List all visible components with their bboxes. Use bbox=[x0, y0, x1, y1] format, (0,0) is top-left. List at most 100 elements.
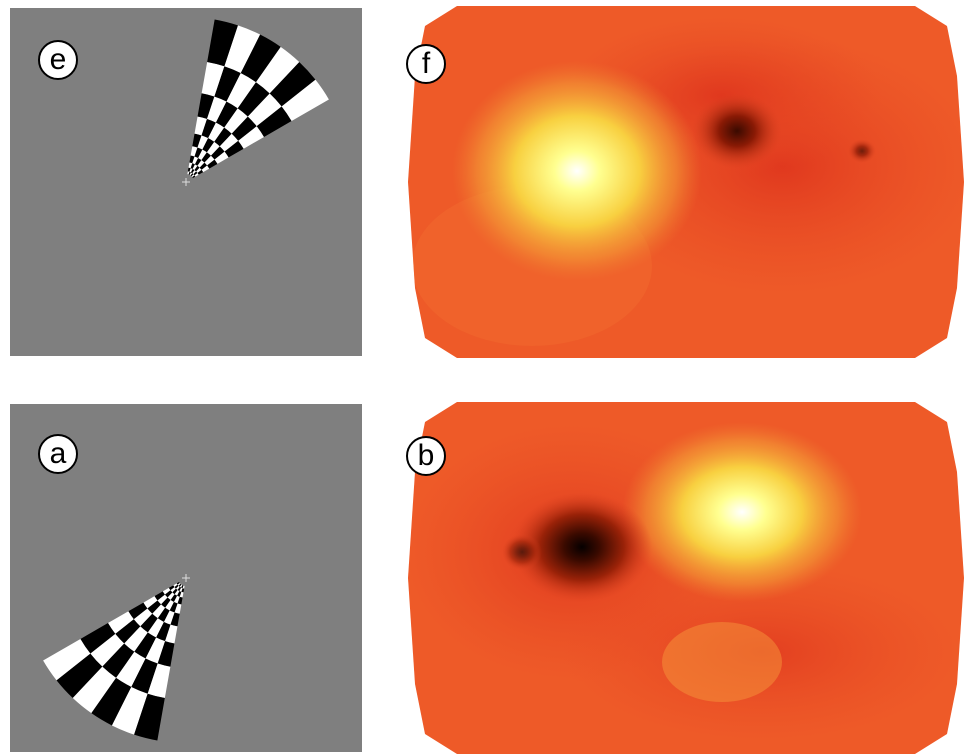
checker-cell bbox=[72, 666, 117, 714]
checker-cell bbox=[157, 594, 168, 605]
checker-cell bbox=[188, 162, 193, 169]
activation-map-panel-b: b bbox=[402, 402, 970, 754]
checker-cell bbox=[179, 587, 183, 592]
checker-cell bbox=[174, 603, 182, 614]
checker-cell bbox=[189, 168, 193, 173]
checker-cell bbox=[194, 158, 202, 166]
checker-cell bbox=[169, 601, 178, 613]
checker-cell bbox=[224, 108, 248, 134]
checker-cell bbox=[165, 599, 174, 611]
checker-cell bbox=[201, 165, 210, 173]
checker-cell bbox=[170, 612, 180, 627]
checker-cell bbox=[219, 133, 239, 152]
checker-cell bbox=[178, 583, 182, 587]
checker-cell bbox=[147, 618, 164, 638]
checkerboard-wedge-a bbox=[43, 574, 190, 741]
checker-cell bbox=[189, 172, 193, 176]
checker-cell bbox=[157, 641, 175, 667]
checker-cell bbox=[173, 595, 180, 604]
checker-cell bbox=[147, 600, 162, 614]
checker-cell bbox=[224, 25, 261, 74]
checker-cell bbox=[199, 162, 208, 170]
checker-cell bbox=[194, 165, 200, 172]
checker-cell bbox=[256, 106, 292, 137]
checker-cell bbox=[172, 588, 178, 595]
checker-cell bbox=[197, 160, 205, 168]
checker-cell bbox=[192, 175, 196, 178]
checker-cell bbox=[190, 146, 198, 157]
checker-cell bbox=[131, 658, 158, 694]
checker-cell bbox=[134, 693, 165, 741]
checker-cell bbox=[174, 584, 179, 589]
checker-cell bbox=[111, 686, 148, 735]
checker-cell bbox=[170, 587, 176, 593]
checker-cell bbox=[194, 116, 207, 136]
checker-cell bbox=[177, 582, 181, 586]
checker-cell bbox=[201, 61, 225, 97]
checker-cell bbox=[181, 588, 185, 593]
checker-cell bbox=[214, 127, 232, 147]
activation-map-b bbox=[408, 402, 964, 754]
checker-cell bbox=[194, 172, 199, 177]
checker-cell bbox=[133, 608, 153, 627]
checker-cell bbox=[175, 585, 180, 590]
checker-cell bbox=[140, 613, 158, 633]
activation-map-panel-f: f bbox=[402, 6, 970, 358]
checker-cell bbox=[157, 607, 170, 622]
checker-cell bbox=[170, 594, 178, 602]
checker-cell bbox=[152, 604, 166, 619]
checker-cell bbox=[161, 597, 171, 608]
checker-cell bbox=[187, 171, 190, 175]
panel-label-a: a bbox=[38, 434, 78, 474]
checker-cell bbox=[179, 591, 184, 598]
checker-cell bbox=[231, 116, 257, 141]
checker-cell bbox=[207, 159, 218, 169]
checker-cell bbox=[207, 19, 238, 67]
checker-cell bbox=[206, 141, 220, 156]
checker-cell bbox=[197, 93, 215, 119]
checker-cell bbox=[102, 643, 135, 678]
fixation-cross bbox=[182, 178, 190, 186]
checker-cell bbox=[206, 96, 227, 123]
checker-cell bbox=[80, 623, 116, 654]
checker-cell bbox=[281, 79, 329, 122]
checker-cell bbox=[165, 624, 178, 644]
checker-cell bbox=[187, 167, 191, 172]
checker-cell bbox=[182, 585, 185, 589]
checker-cell bbox=[177, 591, 182, 597]
checker-cell bbox=[163, 610, 175, 625]
checker-cell bbox=[226, 73, 256, 109]
checker-cell bbox=[194, 147, 203, 159]
panel-label-f: f bbox=[406, 44, 446, 84]
checker-cell bbox=[156, 621, 171, 642]
checker-cell bbox=[115, 619, 141, 644]
checker-cell bbox=[247, 93, 282, 127]
checker-cell bbox=[192, 164, 198, 170]
checker-cell bbox=[91, 677, 132, 726]
checker-cell bbox=[192, 170, 197, 175]
checker-cell bbox=[197, 169, 204, 175]
checker-cell bbox=[188, 171, 191, 175]
checker-cell bbox=[56, 653, 103, 699]
checker-cell bbox=[237, 82, 270, 117]
checker-cell bbox=[190, 173, 194, 177]
checker-cell bbox=[240, 34, 281, 83]
checker-cell bbox=[90, 633, 125, 667]
checker-cell bbox=[176, 582, 180, 585]
fixation-cross bbox=[182, 574, 190, 582]
checker-cell bbox=[191, 174, 195, 178]
checker-cell bbox=[201, 118, 216, 139]
checker-cell bbox=[181, 585, 184, 589]
checker-cell bbox=[208, 122, 225, 142]
checker-cell bbox=[162, 587, 171, 595]
checker-cell bbox=[224, 140, 244, 158]
checker-cell bbox=[164, 590, 173, 598]
checker-cell bbox=[215, 101, 238, 128]
checker-cell bbox=[107, 611, 134, 634]
checker-cell bbox=[255, 46, 300, 94]
checker-cell bbox=[177, 596, 183, 605]
checker-cell bbox=[43, 638, 91, 681]
checker-cell bbox=[145, 637, 166, 664]
checker-cell bbox=[198, 149, 207, 161]
checker-cell bbox=[173, 583, 178, 588]
